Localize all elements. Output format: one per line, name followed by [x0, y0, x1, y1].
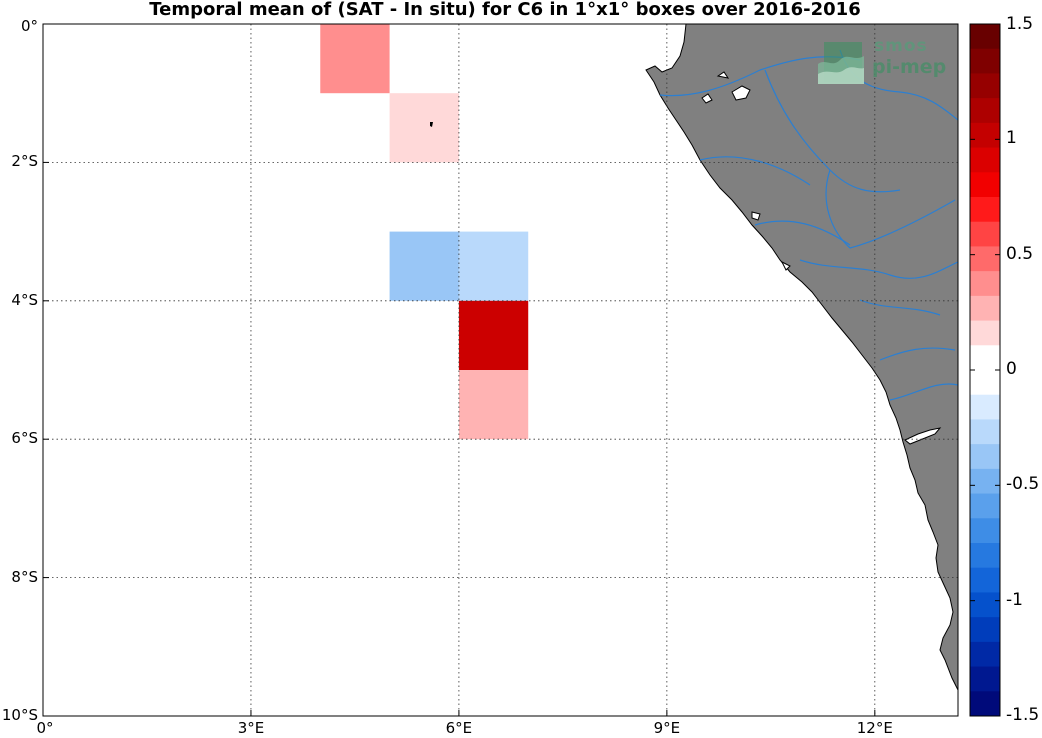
data-cell-3	[458, 231, 529, 301]
colorbar-swatch-20	[970, 518, 1000, 544]
colorbar-swatch-27	[970, 691, 1000, 717]
axis-ticks	[42, 23, 876, 717]
y-tick-label-2: 4°S	[11, 290, 38, 309]
colorbar-label-4: -0.5	[1006, 474, 1040, 495]
colorbar-swatch-5	[970, 147, 1000, 173]
colorbar-swatch-4	[970, 122, 1000, 149]
data-cell-4	[458, 300, 529, 370]
data-cell-5	[458, 370, 529, 440]
colorbar-swatch-15	[970, 394, 1000, 420]
colorbar-swatch-9	[970, 246, 1000, 272]
x-tick-label-4: 12°E	[856, 719, 893, 737]
colorbar-swatch-0	[970, 24, 1000, 50]
land-mass	[645, 23, 959, 691]
x-tick-label-3: 9°E	[653, 719, 681, 737]
colorbar-swatch-17	[970, 444, 1000, 470]
colorbar-swatch-26	[970, 666, 1000, 692]
x-tick-label-1: 3°E	[237, 719, 265, 737]
colorbar-swatch-21	[970, 543, 1000, 569]
y-tick-label-1: 2°S	[11, 152, 38, 171]
island-marker	[430, 122, 433, 127]
colorbar-swatch-3	[970, 98, 1000, 124]
colorbar-swatch-11	[970, 295, 1000, 322]
colorbar-swatch-19	[970, 493, 1000, 519]
colorbar-swatch-12	[970, 320, 1000, 346]
colorbar-swatch-25	[970, 641, 1000, 668]
colorbar-swatch-2	[970, 73, 1000, 99]
y-tick-label-5: 10°S	[1, 706, 38, 724]
colorbar-label-0: 1.5	[1006, 14, 1034, 34]
colorbar-swatch-22	[970, 567, 1000, 593]
x-tick-label-0: 0°	[36, 719, 54, 737]
colorbar-swatch-23	[970, 592, 1000, 618]
logo-line-1: smos	[874, 36, 928, 56]
data-cell-1	[389, 93, 459, 163]
colorbar	[970, 24, 1000, 717]
colorbar-swatch-14	[970, 370, 1000, 396]
colorbar-swatch-10	[970, 271, 1000, 297]
map-title: Temporal mean of (SAT - In situ) for C6 …	[149, 0, 861, 20]
colorbar-swatch-1	[970, 48, 1000, 74]
colorbar-swatch-6	[970, 172, 1000, 198]
grid-lines	[43, 24, 958, 716]
colorbar-swatch-13	[970, 345, 1000, 371]
colorbar-swatch-18	[970, 468, 1000, 495]
colorbar-label-1: 1	[1006, 128, 1017, 149]
plot-frame	[42, 23, 959, 717]
data-cells	[320, 24, 529, 440]
colorbar-label-6: -1.5	[1006, 705, 1040, 725]
colorbar-ticks	[970, 23, 1000, 717]
colorbar-swatch-8	[970, 221, 1000, 247]
x-tick-label-2: 6°E	[445, 719, 473, 737]
smos-pimep-logo: smos pi-mep	[818, 36, 948, 84]
y-tick-label-3: 6°S	[11, 429, 38, 448]
y-tick-label-0: 0°	[20, 17, 38, 35]
colorbar-label-5: -1	[1006, 589, 1023, 610]
logo-mark-icon	[818, 42, 864, 84]
data-cell-0	[320, 24, 390, 94]
colorbar-swatch-7	[970, 197, 1000, 223]
colorbar-swatch-16	[970, 419, 1000, 445]
colorbar-swatch-24	[970, 617, 1000, 643]
logo-line-2: pi-mep	[872, 56, 947, 78]
colorbar-label-3: 0	[1006, 359, 1017, 379]
colorbar-label-2: 0.5	[1006, 243, 1034, 264]
coast-details	[701, 71, 942, 445]
data-cell-2	[389, 231, 459, 301]
y-tick-label-4: 8°S	[11, 567, 38, 586]
